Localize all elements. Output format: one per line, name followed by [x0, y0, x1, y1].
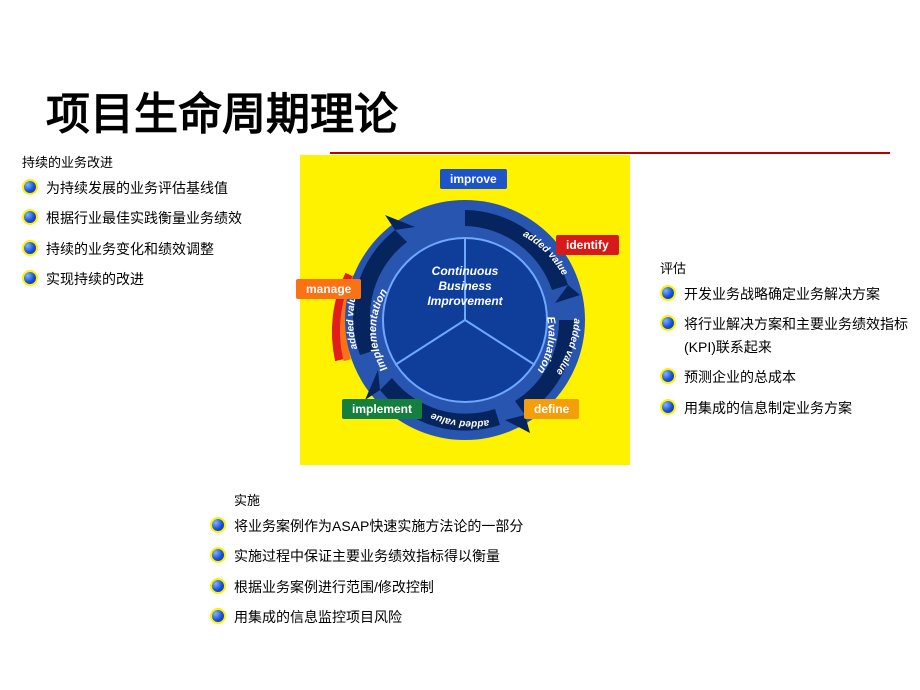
- list-item: 用集成的信息制定业务方案: [660, 397, 910, 419]
- item-text: 开发业务战略确定业务解决方案: [684, 283, 880, 305]
- item-text: 实现持续的改进: [46, 268, 144, 290]
- item-text: 实施过程中保证主要业务绩效指标得以衡量: [234, 545, 500, 567]
- item-text: 持续的业务变化和绩效调整: [46, 238, 214, 260]
- tag-improve: improve: [440, 169, 507, 189]
- bullet-icon: [22, 179, 38, 195]
- tag-define: define: [524, 399, 579, 419]
- list-item: 实现持续的改进: [22, 268, 292, 290]
- list-item: 为持续发展的业务评估基线值: [22, 177, 292, 199]
- list-item: 根据业务案例进行范围/修改控制: [210, 576, 650, 598]
- bullet-icon: [660, 399, 676, 415]
- bullet-icon: [660, 368, 676, 384]
- bullet-icon: [210, 547, 226, 563]
- page-title: 项目生命周期理论: [46, 78, 398, 142]
- bullet-icon: [660, 285, 676, 301]
- tag-manage: manage: [296, 279, 361, 299]
- bullet-icon: [210, 517, 226, 533]
- tag-identify: identify: [556, 235, 619, 255]
- list-item: 将业务案例作为ASAP快速实施方法论的一部分: [210, 515, 650, 537]
- bullet-icon: [22, 270, 38, 286]
- bottom-group: 实施 将业务案例作为ASAP快速实施方法论的一部分 实施过程中保证主要业务绩效指…: [210, 490, 650, 637]
- left-group: 持续的业务改进 为持续发展的业务评估基线值 根据行业最佳实践衡量业务绩效 持续的…: [22, 152, 292, 299]
- item-text: 将行业解决方案和主要业务绩效指标(KPI)联系起来: [684, 313, 910, 358]
- svg-text:Business: Business: [438, 279, 492, 293]
- lifecycle-diagram: Continuous Business Improvement Implemen…: [300, 155, 630, 465]
- title-rule: [330, 152, 890, 154]
- bullet-icon: [22, 209, 38, 225]
- svg-text:Improvement: Improvement: [427, 294, 503, 308]
- svg-text:Continuous: Continuous: [432, 264, 499, 278]
- list-item: 根据行业最佳实践衡量业务绩效: [22, 207, 292, 229]
- right-heading: 评估: [660, 258, 910, 277]
- item-text: 预测企业的总成本: [684, 366, 796, 388]
- left-heading: 持续的业务改进: [22, 152, 292, 171]
- right-group: 评估 开发业务战略确定业务解决方案 将行业解决方案和主要业务绩效指标(KPI)联…: [660, 258, 910, 427]
- list-item: 持续的业务变化和绩效调整: [22, 238, 292, 260]
- bullet-icon: [210, 608, 226, 624]
- bullet-icon: [210, 578, 226, 594]
- bottom-heading: 实施: [234, 490, 650, 509]
- item-text: 用集成的信息监控项目风险: [234, 606, 402, 628]
- item-text: 用集成的信息制定业务方案: [684, 397, 852, 419]
- list-item: 用集成的信息监控项目风险: [210, 606, 650, 628]
- item-text: 根据业务案例进行范围/修改控制: [234, 576, 434, 598]
- bullet-icon: [660, 315, 676, 331]
- item-text: 为持续发展的业务评估基线值: [46, 177, 228, 199]
- tag-implement: implement: [342, 399, 422, 419]
- list-item: 将行业解决方案和主要业务绩效指标(KPI)联系起来: [660, 313, 910, 358]
- bullet-icon: [22, 240, 38, 256]
- item-text: 将业务案例作为ASAP快速实施方法论的一部分: [234, 515, 523, 537]
- list-item: 预测企业的总成本: [660, 366, 910, 388]
- list-item: 开发业务战略确定业务解决方案: [660, 283, 910, 305]
- list-item: 实施过程中保证主要业务绩效指标得以衡量: [210, 545, 650, 567]
- item-text: 根据行业最佳实践衡量业务绩效: [46, 207, 242, 229]
